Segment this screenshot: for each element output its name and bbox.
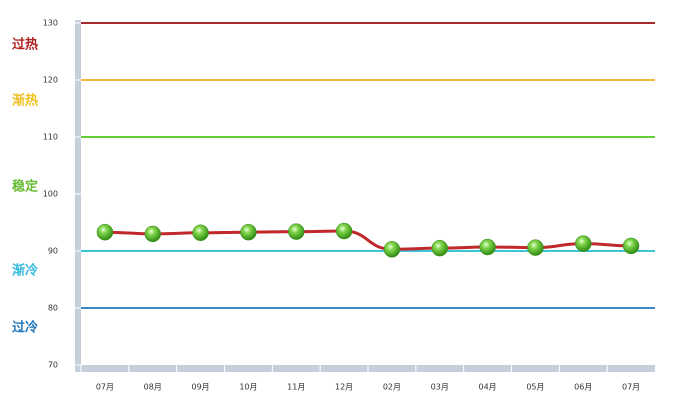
- x-tick-label: 05月: [526, 383, 544, 392]
- x-tick-label: 04月: [478, 383, 496, 392]
- y-tick-label: 110: [43, 133, 58, 142]
- data-point: [96, 223, 114, 241]
- data-point: [288, 223, 305, 240]
- y-tick-label: 130: [43, 19, 58, 28]
- x-tick-label: 07月: [622, 383, 640, 392]
- data-point: [383, 241, 401, 258]
- y-tick-label: 70: [48, 361, 58, 370]
- zone-label: 稳定: [12, 179, 38, 195]
- data-point: [192, 224, 209, 242]
- x-tick-label: 02月: [383, 383, 401, 392]
- zone-label: 过热: [12, 37, 38, 53]
- data-point: [431, 239, 448, 257]
- x-tick-label: 03月: [431, 383, 449, 392]
- data-point: [575, 235, 592, 252]
- y-tick-label: 120: [43, 76, 58, 85]
- x-tick-label: 11月: [287, 383, 305, 392]
- x-tick-label: 12月: [335, 383, 353, 392]
- zone-label: 过冷: [12, 320, 38, 336]
- y-tick-label: 80: [48, 304, 58, 313]
- data-point: [527, 239, 544, 256]
- data-line: [104, 229, 632, 251]
- data-point: [240, 223, 257, 241]
- y-tick-label: 100: [43, 190, 58, 199]
- x-axis-bar: [75, 365, 655, 372]
- zone-label: 渐热: [12, 93, 38, 109]
- data-point: [144, 225, 161, 243]
- zone-label: 渐冷: [12, 263, 38, 279]
- data-point: [335, 222, 353, 240]
- data-point: [479, 238, 496, 256]
- x-tick-label: 08月: [144, 383, 162, 392]
- data-point: [622, 237, 640, 255]
- x-tick-label: 09月: [191, 383, 209, 392]
- y-axis-bar: [75, 20, 81, 372]
- x-tick-label: 07月: [96, 383, 114, 392]
- x-tick-label: 10月: [239, 383, 257, 392]
- y-tick-label: 90: [48, 247, 58, 256]
- x-tick-label: 06月: [574, 383, 592, 392]
